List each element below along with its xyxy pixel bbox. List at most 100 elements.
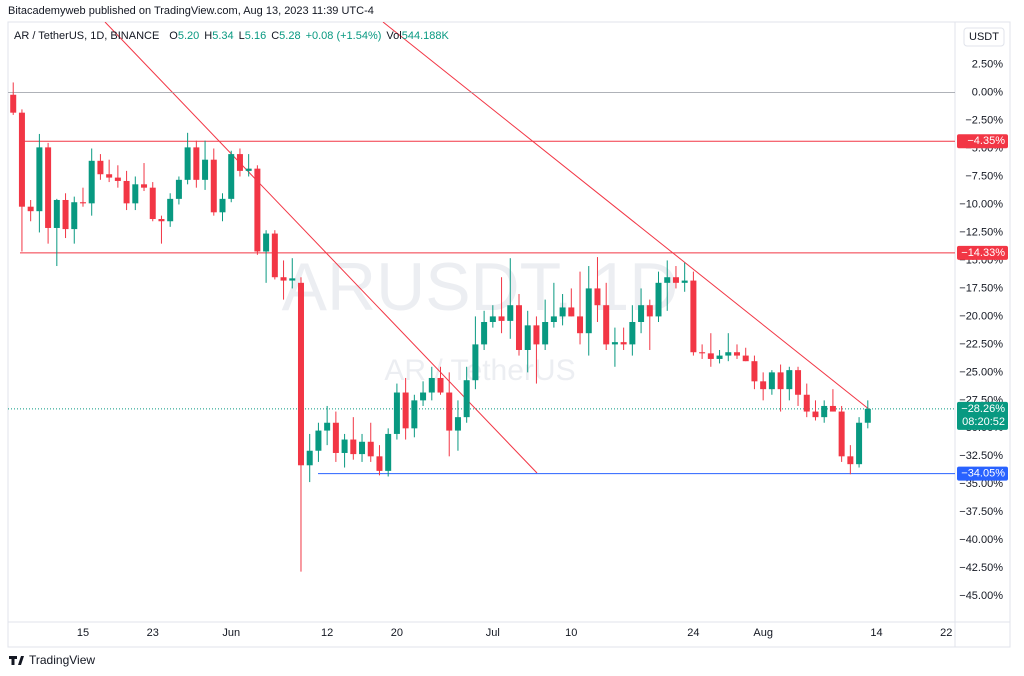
candle-body — [498, 316, 505, 321]
candle-body — [254, 168, 261, 252]
y-tick-label: −45.00% — [959, 590, 1003, 602]
candle-body — [437, 377, 444, 393]
candle-body — [760, 381, 767, 390]
x-tick-label: Jul — [486, 627, 500, 639]
candle-body — [550, 316, 557, 322]
candle-body — [629, 322, 636, 345]
candle-body — [777, 372, 784, 390]
candle-body — [594, 288, 601, 306]
candle-body — [245, 168, 252, 171]
candle-body — [725, 352, 732, 356]
y-tick-label: −40.00% — [959, 534, 1003, 546]
legend: AR / TetherUS, 1D, BINANCE O5.20 H5.34 L5.1… — [14, 30, 449, 42]
chart-frame — [7, 21, 1011, 648]
candle-body — [864, 408, 871, 423]
candle-body — [114, 177, 121, 181]
candle-body — [341, 439, 348, 453]
candle-body — [603, 305, 610, 345]
x-tick-label: 23 — [147, 627, 159, 639]
watermark: ARUSDT, 1D — [282, 249, 679, 325]
candle-body — [27, 206, 34, 212]
y-tick-label: −12.50% — [959, 226, 1003, 238]
candle-body — [219, 198, 226, 213]
y-tick-label: −22.50% — [959, 338, 1003, 350]
level-price-box — [957, 466, 1008, 481]
candle-body — [638, 305, 645, 322]
candle-body — [367, 441, 374, 457]
candle-body — [297, 282, 304, 466]
watermark-sub: AR / TetherUS — [384, 354, 575, 387]
candle-body — [795, 370, 802, 395]
candle-body — [577, 316, 584, 334]
candle-body — [611, 342, 618, 345]
y-tick-label: −2.50% — [965, 114, 1003, 126]
y-tick-label: −7.50% — [965, 170, 1003, 182]
candle-body — [620, 342, 627, 345]
candle-body — [184, 147, 191, 180]
candle-body — [489, 316, 496, 322]
candle-body — [568, 307, 575, 317]
candle-body — [481, 322, 488, 345]
candle-body — [428, 377, 435, 393]
x-tick-label: Aug — [753, 627, 773, 639]
y-tick-label: −37.50% — [959, 506, 1003, 518]
candle-body — [62, 199, 69, 230]
legend-change: +0.08 (+1.54%) — [306, 30, 382, 42]
candle-body — [45, 147, 52, 228]
candle-body — [393, 392, 400, 434]
candle-body — [411, 400, 418, 429]
candle-body — [332, 422, 339, 453]
legend-ohlc-value: 5.34 — [212, 30, 233, 42]
candle-body — [472, 344, 479, 381]
level-price-box — [957, 245, 1008, 260]
candle-body — [446, 392, 453, 431]
candle-body — [402, 392, 409, 429]
candle-body — [324, 422, 331, 431]
y-tick-label: −35.00% — [959, 478, 1003, 490]
countdown-label: 08:20:52 — [962, 416, 1005, 428]
candle-body — [79, 202, 86, 204]
candle-body — [71, 202, 78, 230]
candle-body — [132, 184, 139, 204]
candle-body — [228, 154, 235, 199]
legend-ohlc-value: 5.16 — [245, 30, 266, 42]
candle-body — [123, 180, 130, 204]
candle-body — [420, 392, 427, 401]
candle-body — [699, 352, 706, 354]
candle-body — [88, 160, 95, 204]
legend-ohlc-key: O — [169, 30, 178, 42]
legend-ohlc-value: 5.20 — [178, 30, 199, 42]
candle-body — [733, 352, 740, 356]
candle-body — [768, 372, 775, 390]
candle-body — [751, 361, 758, 382]
candle-body — [18, 112, 25, 207]
candle-body — [856, 422, 863, 465]
x-tick-label: Jun — [222, 627, 240, 639]
y-tick-label: 0.00% — [972, 86, 1003, 98]
y-tick-label: −10.00% — [959, 198, 1003, 210]
candle-body — [463, 380, 470, 418]
candle-body — [376, 456, 383, 471]
currency-button[interactable] — [963, 27, 1005, 47]
footer-logo — [9, 656, 24, 665]
candle-body — [838, 411, 845, 457]
candle-body — [524, 325, 531, 350]
candle-body — [263, 233, 270, 252]
candle-body — [315, 430, 322, 451]
candle-body — [193, 147, 200, 180]
candle-body — [664, 277, 671, 283]
legend-ohlc-key: H — [204, 30, 212, 42]
x-tick-label: 20 — [391, 627, 403, 639]
candle-body — [202, 159, 209, 180]
candle-body — [515, 305, 522, 350]
plot — [8, 82, 955, 572]
candle-body — [53, 199, 60, 228]
candle-body — [507, 305, 514, 321]
candle-body — [655, 282, 662, 317]
candle-body — [707, 353, 714, 359]
x-tick-label: 12 — [321, 627, 333, 639]
x-tick-label: 24 — [687, 627, 699, 639]
candle-body — [585, 288, 592, 334]
y-tick-label: −42.50% — [959, 562, 1003, 574]
currency-label[interactable]: USDT — [969, 31, 999, 43]
